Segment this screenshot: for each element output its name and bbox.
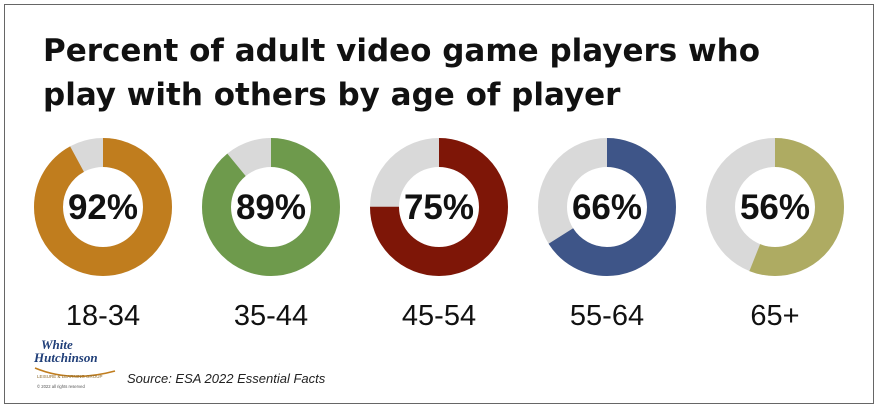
chart-source: Source: ESA 2022 Essential Facts: [127, 371, 326, 386]
donut-value-slice: [706, 138, 844, 276]
age-group-label: 45-54: [402, 300, 476, 332]
logo-copyright: © 2022 all rights reserved: [37, 384, 85, 389]
donut-45-54: 75% 45-54: [370, 138, 508, 332]
logo-swoosh: [34, 367, 116, 378]
logo-line-2: Hutchinson: [33, 350, 98, 365]
chart-title: Percent of adult video game players who …: [43, 33, 761, 113]
donut-35-44: 89% 35-44: [202, 138, 340, 332]
age-group-label: 18-34: [66, 300, 140, 332]
percent-label: 89%: [236, 188, 306, 227]
logo-line-1: White: [41, 337, 73, 352]
donut-55-64: 66% 55-64: [538, 138, 676, 332]
age-group-label: 65+: [750, 300, 799, 332]
logo-tagline: LEISURE & LEARNING GROUP: [37, 374, 103, 379]
percent-label: 92%: [68, 188, 138, 227]
donut-chart-area: 92% 18-34 89% 35-44 75% 45-54 66% 55-64 56% 65+: [34, 138, 844, 332]
age-group-label: 35-44: [234, 300, 308, 332]
chart-frame: Percent of adult video game players who …: [4, 4, 874, 404]
white-hutchinson-logo: White Hutchinson LEISURE & LEARNING GROU…: [33, 337, 116, 389]
donut-value-slice: [538, 138, 676, 276]
donut-18-34: 92% 18-34: [34, 138, 172, 332]
donut-value-slice: [370, 138, 508, 276]
donut-65+: 56% 65+: [706, 138, 844, 332]
percent-label: 75%: [404, 188, 474, 227]
age-group-label: 55-64: [570, 300, 644, 332]
percent-label: 66%: [572, 188, 642, 227]
percent-label: 56%: [740, 188, 810, 227]
donut-value-slice: [202, 138, 340, 276]
donut-value-slice: [34, 138, 172, 276]
